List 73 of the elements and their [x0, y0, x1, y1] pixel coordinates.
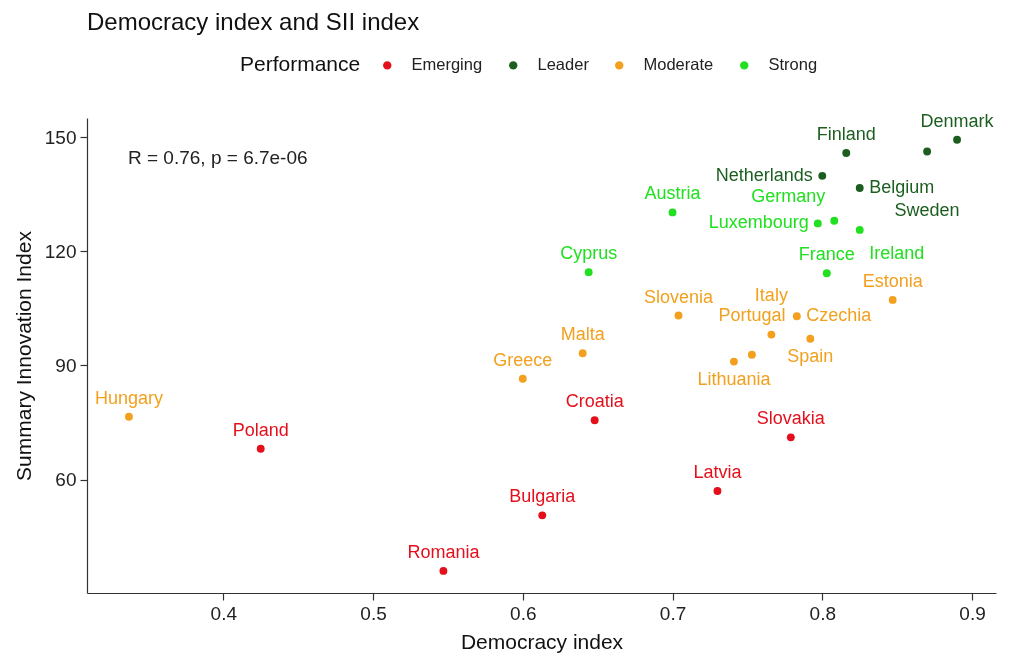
point: [786, 433, 795, 442]
point: [822, 269, 831, 278]
annotation: Netherlands: [715, 164, 813, 185]
annotation: Spain: [787, 345, 834, 366]
annotation: Ireland: [869, 242, 925, 263]
y-tick-label: 60: [55, 469, 77, 491]
point: [256, 444, 265, 453]
annotation: Malta: [560, 324, 606, 345]
point: [518, 374, 527, 383]
annotation: Hungary: [94, 387, 163, 408]
legend-label: Emerging: [411, 55, 483, 74]
annotation: Italy: [754, 284, 788, 305]
annotation: Estonia: [862, 270, 924, 291]
annotation: Greece: [493, 349, 553, 370]
legend-title: Performance: [240, 52, 361, 75]
annotation: Austria: [644, 183, 702, 204]
annotation: Cyprus: [560, 243, 618, 264]
x-tick-label: 0.9: [959, 602, 986, 624]
x-axis-title: Democracy index: [460, 629, 624, 653]
annotation: Portugal: [718, 304, 786, 325]
point: [855, 225, 864, 234]
x-tick-label: 0.8: [809, 602, 836, 624]
point: [792, 312, 801, 321]
point: [767, 330, 776, 339]
annotation: Poland: [232, 419, 289, 440]
annotation: R = 0.76, p = 6.7e-06: [128, 147, 308, 168]
annotation: Finland: [816, 124, 876, 145]
annotation: Croatia: [565, 391, 625, 412]
annotation: Slovenia: [644, 286, 715, 307]
annotation: Bulgaria: [509, 486, 577, 507]
point: [590, 416, 599, 425]
annotation: Denmark: [920, 110, 995, 131]
legend-label: Strong: [768, 55, 818, 74]
annotation: Latvia: [693, 462, 743, 482]
y-tick-label: 150: [44, 126, 77, 148]
point: [818, 171, 827, 180]
x-tick-label: 0.7: [659, 602, 687, 624]
legend-label: Moderate: [643, 55, 714, 74]
annotation: Sweden: [894, 200, 960, 221]
point: [953, 135, 961, 144]
point: [578, 349, 587, 358]
point: [855, 184, 864, 192]
annotation: Belgium: [869, 177, 935, 198]
point: [747, 350, 756, 359]
y-axis-title: Summary Innovation Index: [11, 230, 35, 481]
annotation: Czechia: [806, 305, 873, 326]
annotation: Lithuania: [697, 368, 772, 389]
annotation: Romania: [407, 541, 481, 562]
point: [806, 334, 815, 343]
point: [439, 567, 448, 575]
point: [713, 487, 722, 495]
point: [668, 208, 677, 217]
y-tick-label: 90: [55, 354, 77, 376]
annotation: Germany: [751, 185, 826, 206]
x-tick-label: 0.6: [510, 602, 537, 624]
point: [830, 216, 839, 225]
x-tick-label: 0.4: [210, 602, 238, 624]
point: [923, 147, 932, 156]
point: [730, 357, 738, 366]
chart-title: Democracy index and SII index: [87, 8, 420, 35]
point: [842, 149, 851, 157]
x-tick-label: 0.5: [360, 602, 387, 624]
legend-label: Leader: [537, 55, 590, 74]
annotation: France: [798, 244, 855, 265]
y-tick-label: 120: [44, 240, 77, 262]
annotation: Slovakia: [756, 408, 826, 429]
annotation: Luxembourg: [708, 212, 809, 233]
point: [538, 511, 547, 520]
point: [888, 296, 897, 304]
point: [813, 219, 822, 228]
point: [584, 268, 593, 277]
point: [124, 412, 133, 421]
point: [674, 311, 683, 320]
